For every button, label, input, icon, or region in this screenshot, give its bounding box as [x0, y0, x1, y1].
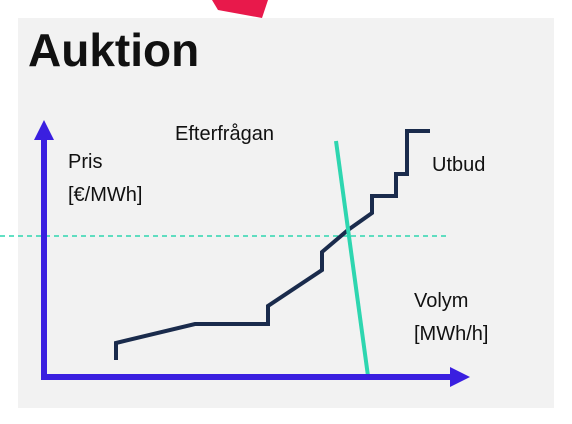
- y-axis-label: Pris: [68, 151, 102, 173]
- title: Auktion: [28, 24, 199, 76]
- demand-label: Efterfrågan: [175, 123, 274, 145]
- supply-label: Utbud: [432, 154, 485, 176]
- x-axis-arrow: [450, 367, 470, 387]
- panel: [18, 18, 554, 408]
- decoration: [212, 0, 268, 18]
- x-axis-unit: [MWh/h]: [414, 323, 488, 345]
- y-axis-unit: [€/MWh]: [68, 184, 142, 206]
- x-axis-label: Volym: [414, 290, 468, 312]
- y-axis-arrow: [34, 120, 54, 140]
- demand-curve: [334, 140, 370, 377]
